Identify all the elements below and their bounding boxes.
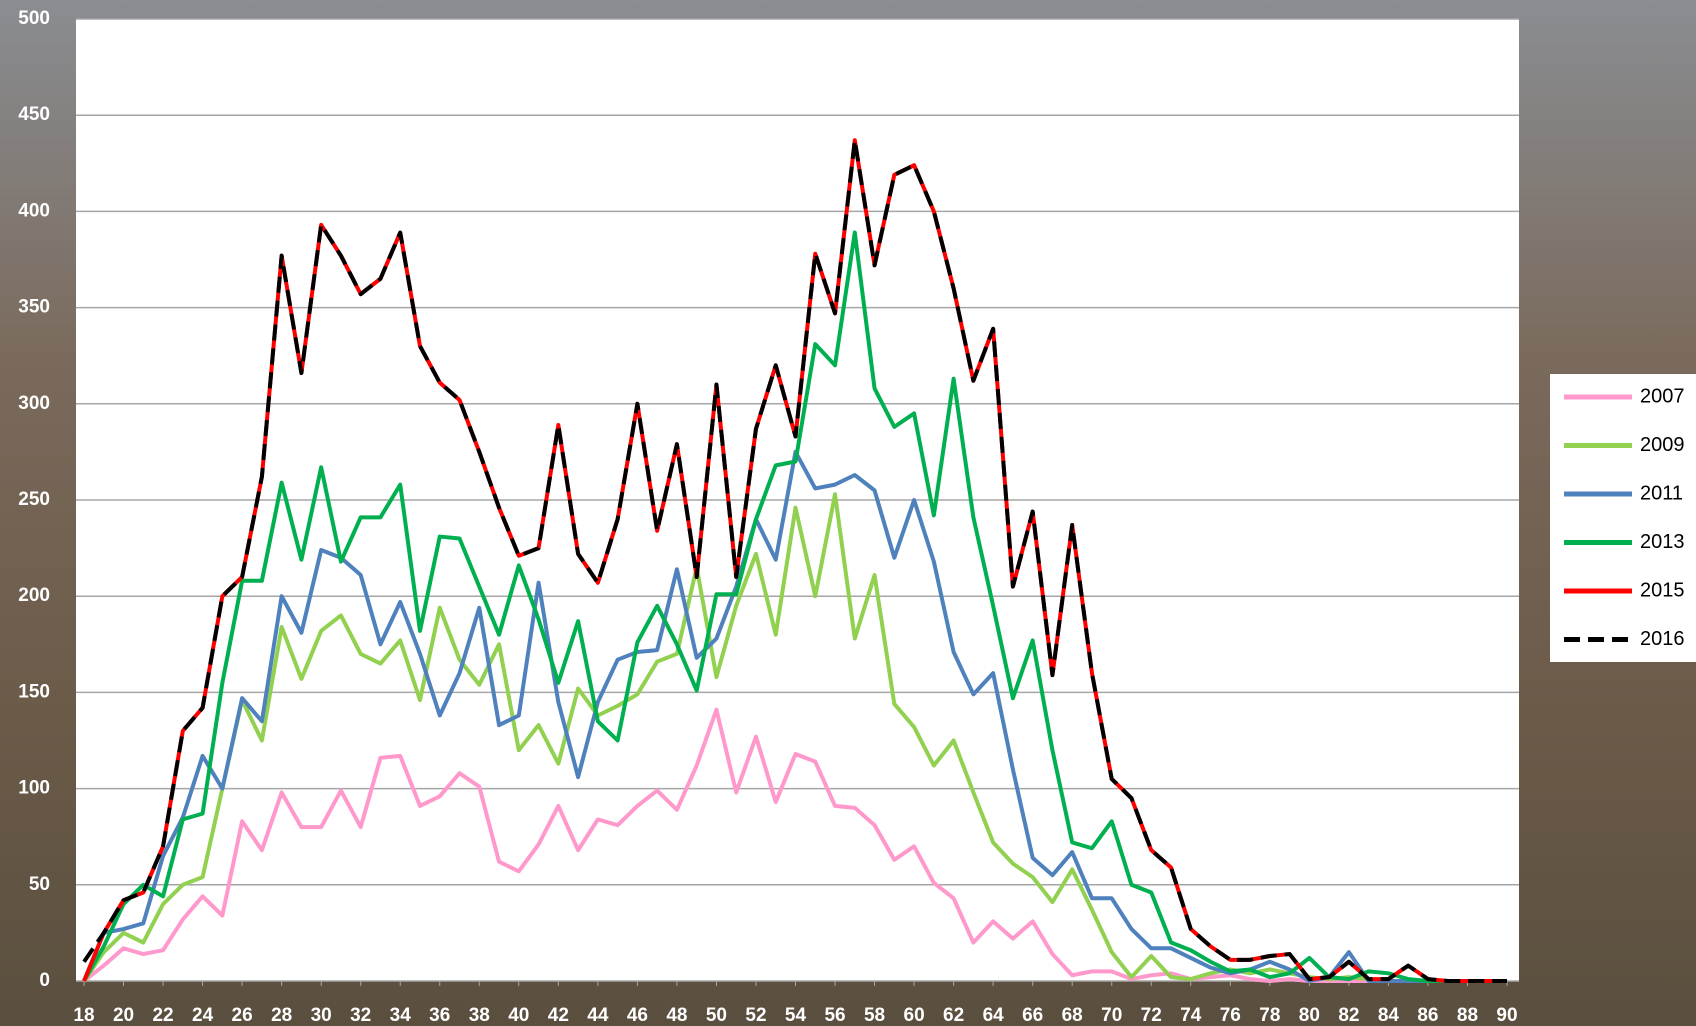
- x-tick-label: 78: [1259, 1005, 1280, 1026]
- x-tick-label: 76: [1220, 1005, 1241, 1026]
- x-tick-label: 86: [1417, 1005, 1438, 1026]
- x-tick-label: 32: [350, 1005, 371, 1026]
- y-tick-label: 250: [18, 489, 50, 510]
- legend-label: 2011: [1640, 482, 1683, 504]
- x-tick-label: 64: [983, 1005, 1005, 1026]
- x-tick-label: 90: [1496, 1005, 1517, 1026]
- y-tick-label: 300: [18, 393, 50, 414]
- x-tick-label: 44: [587, 1005, 609, 1026]
- series-line: [82, 230, 1507, 983]
- y-tick-label: 200: [18, 585, 50, 606]
- x-tick-label: 88: [1457, 1005, 1478, 1026]
- x-tick-label: 48: [666, 1005, 687, 1026]
- legend-label: 2016: [1640, 628, 1685, 650]
- x-tick-label: 60: [904, 1005, 925, 1026]
- x-tick-label: 66: [1022, 1005, 1043, 1026]
- x-tick-label: 46: [627, 1005, 648, 1026]
- y-tick-label: 0: [39, 970, 50, 991]
- legend: [1550, 374, 1696, 662]
- x-tick-label: 50: [706, 1005, 727, 1026]
- x-tick-label: 34: [390, 1005, 412, 1026]
- x-tick-label: 20: [113, 1005, 134, 1026]
- y-tick-label: 100: [18, 778, 50, 799]
- x-tick-label: 56: [824, 1005, 845, 1026]
- legend-label: 2015: [1640, 579, 1685, 601]
- x-tick-label: 40: [508, 1005, 529, 1026]
- y-tick-label: 500: [18, 8, 50, 29]
- series-line: [82, 707, 1507, 983]
- x-tick-label: 74: [1180, 1005, 1202, 1026]
- x-tick-label: 38: [469, 1005, 490, 1026]
- x-tick-label: 36: [429, 1005, 450, 1026]
- x-tick-label: 70: [1101, 1005, 1122, 1026]
- x-tick-label: 72: [1141, 1005, 1162, 1026]
- y-tick-label: 50: [29, 874, 50, 895]
- x-tick-label: 30: [311, 1005, 332, 1026]
- legend-label: 2013: [1640, 531, 1685, 553]
- x-tick-label: 26: [232, 1005, 253, 1026]
- x-tick-label: 28: [271, 1005, 292, 1026]
- x-tick-label: 68: [1062, 1005, 1083, 1026]
- x-tick-label: 80: [1299, 1005, 1320, 1026]
- x-tick-label: 82: [1338, 1005, 1359, 1026]
- x-tick-label: 54: [785, 1005, 807, 1026]
- legend-label: 2007: [1640, 385, 1685, 407]
- x-tick-label: 22: [152, 1005, 173, 1026]
- x-tick-label: 18: [73, 1005, 94, 1026]
- x-tick-label: 62: [943, 1005, 964, 1026]
- x-tick-label: 84: [1378, 1005, 1400, 1026]
- x-tick-label: 58: [864, 1005, 885, 1026]
- y-tick-label: 350: [18, 297, 50, 318]
- x-tick-label: 42: [548, 1005, 569, 1026]
- x-tick-label: 52: [745, 1005, 766, 1026]
- y-tick-label: 150: [18, 681, 50, 702]
- x-tick-label: 24: [192, 1005, 214, 1026]
- y-tick-label: 450: [18, 104, 50, 125]
- y-tick-label: 400: [18, 200, 50, 221]
- series-line: [82, 138, 1507, 983]
- legend-label: 2009: [1640, 434, 1685, 456]
- series-line: [82, 492, 1507, 983]
